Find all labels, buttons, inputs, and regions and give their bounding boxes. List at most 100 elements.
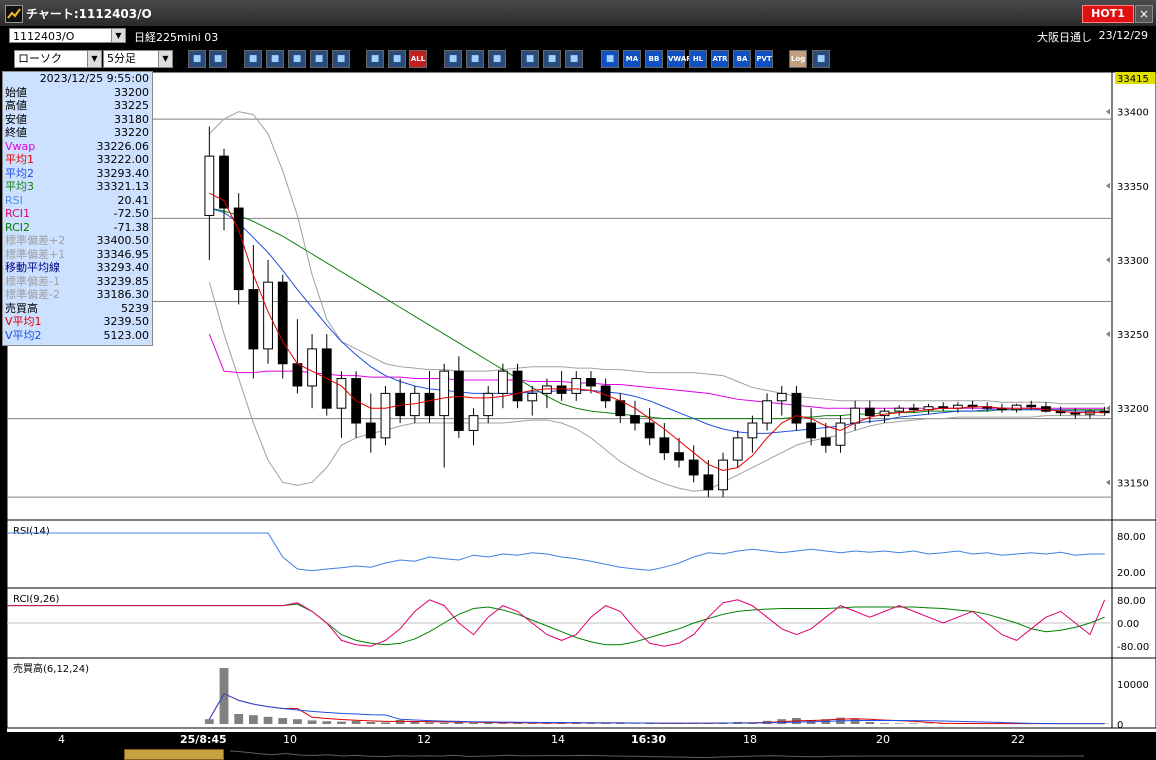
pen-icon: ■ bbox=[448, 54, 458, 64]
candle-body bbox=[718, 459, 728, 491]
volume-bar bbox=[351, 720, 361, 724]
time-axis-label: 4 bbox=[58, 733, 65, 746]
candle-body bbox=[776, 392, 787, 402]
info-row: V平均1 3239.50 bbox=[3, 315, 152, 329]
volume-bar bbox=[513, 722, 522, 724]
price-tick-marker bbox=[1106, 479, 1110, 486]
candle-body bbox=[908, 407, 919, 411]
info-row: 標準偏差+1 33346.95 bbox=[3, 248, 152, 262]
candle-body bbox=[586, 378, 596, 387]
info-row: 始値 33200 bbox=[3, 86, 152, 100]
info-row: 標準偏差-2 33186.30 bbox=[3, 288, 152, 302]
price-tick-label: 33350 bbox=[1117, 182, 1149, 193]
candle-body bbox=[424, 392, 435, 417]
info-label: 終値 bbox=[5, 126, 27, 139]
pen-button[interactable]: ■ bbox=[444, 50, 462, 68]
chart-area[interactable]: 33400 33350 33300 33250 33200 33150 33415 RSI(1… bbox=[6, 71, 1156, 732]
info-label: 安値 bbox=[5, 112, 27, 126]
bb-button[interactable]: BB bbox=[645, 50, 663, 68]
candle-body bbox=[820, 437, 831, 446]
order-icon: ■ bbox=[314, 54, 324, 64]
info-label: 標準偏差-2 bbox=[5, 288, 60, 301]
bollinger-lower-line bbox=[208, 282, 1105, 492]
interval-select[interactable]: 5分足 ▼ bbox=[103, 50, 173, 68]
chart-icon: ■ bbox=[292, 54, 302, 64]
lock-button[interactable]: ■ bbox=[332, 50, 350, 68]
volume-bar bbox=[615, 723, 625, 724]
info-value: 5123.00 bbox=[103, 328, 150, 342]
chevron-down-icon[interactable]: ▼ bbox=[158, 51, 172, 67]
volume-bar bbox=[234, 714, 244, 724]
chevron-down-icon[interactable]: ▼ bbox=[111, 29, 125, 42]
info-label: RCI1 bbox=[5, 207, 31, 220]
horizontal-scrollbar[interactable] bbox=[0, 748, 1156, 760]
volume-bar bbox=[219, 668, 229, 724]
rci-tick-label: 80.00 bbox=[1117, 596, 1146, 607]
candle-body bbox=[527, 392, 538, 402]
volume-bar bbox=[880, 723, 889, 724]
info-label: RSI bbox=[5, 193, 23, 207]
tool-button[interactable]: ■ bbox=[543, 50, 561, 68]
vwap-button[interactable]: VWAP bbox=[667, 50, 691, 68]
candle-body bbox=[204, 155, 215, 216]
scroll-preview bbox=[229, 750, 1085, 759]
ma-button[interactable]: MA bbox=[623, 50, 641, 68]
zoom-in-button[interactable]: ■ bbox=[266, 50, 284, 68]
pvt-button[interactable]: PVT bbox=[755, 50, 773, 68]
volume-bar bbox=[425, 722, 434, 724]
volume-bar bbox=[263, 716, 273, 724]
symbol-code: 1112403/O bbox=[13, 30, 75, 43]
candle-body bbox=[248, 289, 259, 350]
grid-button[interactable]: ■ bbox=[601, 50, 619, 68]
info-row: 標準偏差+2 33400.50 bbox=[3, 234, 152, 248]
log-icon: Log bbox=[790, 55, 806, 63]
volume-bar bbox=[601, 723, 611, 724]
volume-bar bbox=[366, 722, 376, 724]
moving-average-2-line bbox=[209, 207, 1105, 434]
info-row: V平均2 5123.00 bbox=[3, 329, 152, 343]
info-value: 20.41 bbox=[117, 193, 150, 207]
info-label: V平均1 bbox=[5, 315, 42, 328]
chart-panel-frame bbox=[6, 519, 1156, 589]
symbol-select[interactable]: 1112403/O ▼ bbox=[9, 28, 126, 43]
info-value: 33180 bbox=[114, 112, 149, 126]
candle-body bbox=[277, 281, 288, 365]
candle-left-button[interactable]: ■ bbox=[366, 50, 384, 68]
candle-right-button[interactable]: ■ bbox=[388, 50, 406, 68]
arrow-button[interactable]: ■ bbox=[488, 50, 506, 68]
ba-button[interactable]: BA bbox=[733, 50, 751, 68]
candle-mark-button[interactable]: ■ bbox=[244, 50, 262, 68]
zoom-button[interactable]: ■ bbox=[188, 50, 206, 68]
volume-bar bbox=[410, 722, 420, 724]
candle-body bbox=[864, 407, 875, 417]
log-button[interactable]: Log bbox=[789, 50, 807, 68]
chart-svg[interactable]: 33400 33350 33300 33250 33200 33150 33415 RSI(1… bbox=[6, 71, 1156, 732]
export-icon: ■ bbox=[816, 54, 826, 64]
candle-body bbox=[762, 400, 772, 424]
grid-icon: ■ bbox=[605, 54, 615, 64]
chevron-down-icon[interactable]: ▼ bbox=[87, 51, 101, 67]
rsi-tick-label: 20.00 bbox=[1117, 568, 1146, 579]
crosshair-button[interactable]: ■ bbox=[209, 50, 227, 68]
export-button[interactable]: ■ bbox=[812, 50, 830, 68]
chart-button[interactable]: ■ bbox=[288, 50, 306, 68]
cursor-button[interactable]: ■ bbox=[466, 50, 484, 68]
order-button[interactable]: ■ bbox=[310, 50, 328, 68]
candle-body bbox=[1026, 404, 1037, 408]
market-name: 大阪日通し bbox=[1037, 31, 1092, 44]
atr-button[interactable]: ATR bbox=[711, 50, 729, 68]
atr-icon: ATR bbox=[712, 55, 728, 63]
hl-icon: HL bbox=[692, 55, 704, 63]
hl-button[interactable]: HL bbox=[689, 50, 707, 68]
palette-button[interactable]: ■ bbox=[565, 50, 583, 68]
info-value: 33346.95 bbox=[96, 247, 150, 261]
candle-body bbox=[380, 392, 391, 439]
chart-type-select[interactable]: ローソク ▼ bbox=[14, 50, 102, 68]
hot-button[interactable]: HOT1 bbox=[1082, 5, 1134, 23]
all-button[interactable]: ALL bbox=[409, 50, 427, 68]
close-button[interactable]: × bbox=[1135, 5, 1153, 23]
time-axis-label: 10 bbox=[283, 733, 297, 746]
gear-button[interactable]: ■ bbox=[521, 50, 539, 68]
info-row: 移動平均線 33293.40 bbox=[3, 261, 152, 275]
price-tick-label: 33200 bbox=[1117, 404, 1149, 415]
